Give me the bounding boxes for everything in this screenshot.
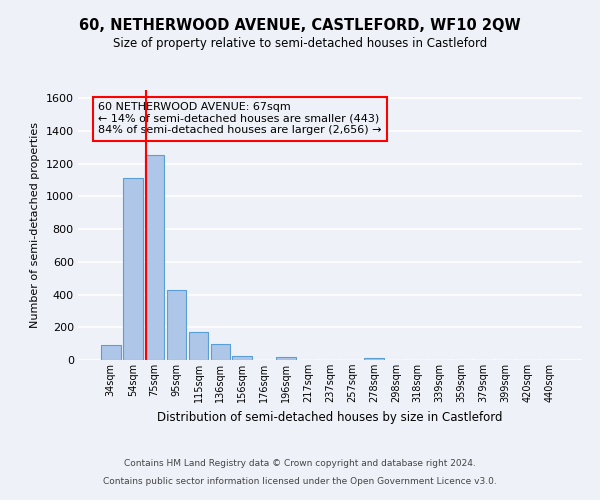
Text: Size of property relative to semi-detached houses in Castleford: Size of property relative to semi-detach… xyxy=(113,38,487,51)
Bar xyxy=(276,356,296,360)
Bar xyxy=(123,178,143,360)
Bar xyxy=(211,344,230,360)
Y-axis label: Number of semi-detached properties: Number of semi-detached properties xyxy=(30,122,40,328)
Text: 60 NETHERWOOD AVENUE: 67sqm
← 14% of semi-detached houses are smaller (443)
84% : 60 NETHERWOOD AVENUE: 67sqm ← 14% of sem… xyxy=(98,102,382,136)
Text: Contains HM Land Registry data © Crown copyright and database right 2024.: Contains HM Land Registry data © Crown c… xyxy=(124,458,476,468)
Bar xyxy=(364,358,384,360)
Bar xyxy=(188,332,208,360)
Bar xyxy=(232,356,252,360)
Bar xyxy=(167,290,187,360)
Bar xyxy=(101,346,121,360)
X-axis label: Distribution of semi-detached houses by size in Castleford: Distribution of semi-detached houses by … xyxy=(157,410,503,424)
Text: 60, NETHERWOOD AVENUE, CASTLEFORD, WF10 2QW: 60, NETHERWOOD AVENUE, CASTLEFORD, WF10 … xyxy=(79,18,521,32)
Text: Contains public sector information licensed under the Open Government Licence v3: Contains public sector information licen… xyxy=(103,477,497,486)
Bar xyxy=(145,156,164,360)
